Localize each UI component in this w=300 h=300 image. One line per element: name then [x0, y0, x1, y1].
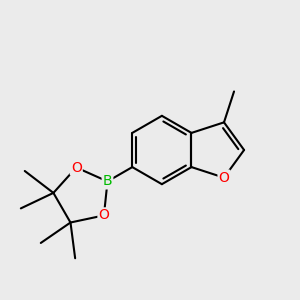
Text: O: O — [219, 171, 230, 185]
Text: O: O — [98, 208, 110, 222]
Text: B: B — [103, 174, 112, 188]
Text: O: O — [71, 160, 82, 175]
